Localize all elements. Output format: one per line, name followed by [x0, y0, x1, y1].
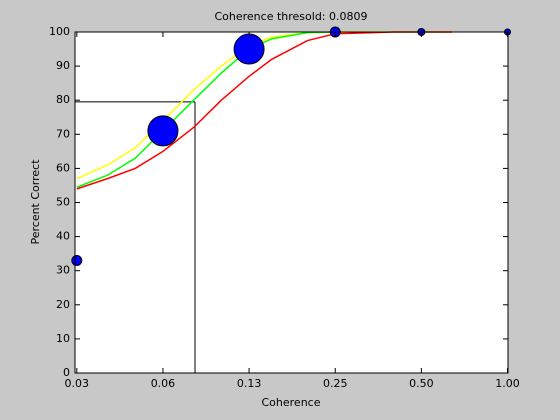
curve — [76, 31, 453, 190]
y-tick-label: 0 — [63, 366, 70, 379]
y-tick-label: 50 — [56, 196, 70, 209]
x-tick-label: 0.25 — [323, 377, 348, 390]
y-tick-label: 30 — [56, 264, 70, 277]
y-tick-label: 70 — [56, 127, 70, 140]
data-point — [147, 115, 179, 147]
plot-area — [75, 32, 508, 373]
y-tick-label: 90 — [56, 59, 70, 72]
chart-title: Coherence thresold: 0.0809 — [214, 10, 367, 23]
y-tick-label: 10 — [56, 332, 70, 345]
data-point — [233, 33, 265, 65]
y-tick-label: 80 — [56, 93, 70, 106]
y-axis-label: Percent Correct — [29, 159, 42, 245]
y-tick-label: 40 — [56, 230, 70, 243]
x-tick-label: 0.06 — [151, 377, 176, 390]
y-tick-label: 100 — [49, 25, 70, 38]
y-tick-label: 60 — [56, 161, 70, 174]
x-tick-label: 0.50 — [409, 377, 434, 390]
x-axis-label: Coherence — [262, 396, 321, 409]
x-tick-label: 1.00 — [495, 377, 520, 390]
curve — [76, 31, 336, 188]
data-point — [71, 254, 83, 266]
x-tick-label: 0.03 — [65, 377, 90, 390]
y-tick-label: 20 — [56, 298, 70, 311]
x-tick-label: 0.13 — [237, 377, 262, 390]
